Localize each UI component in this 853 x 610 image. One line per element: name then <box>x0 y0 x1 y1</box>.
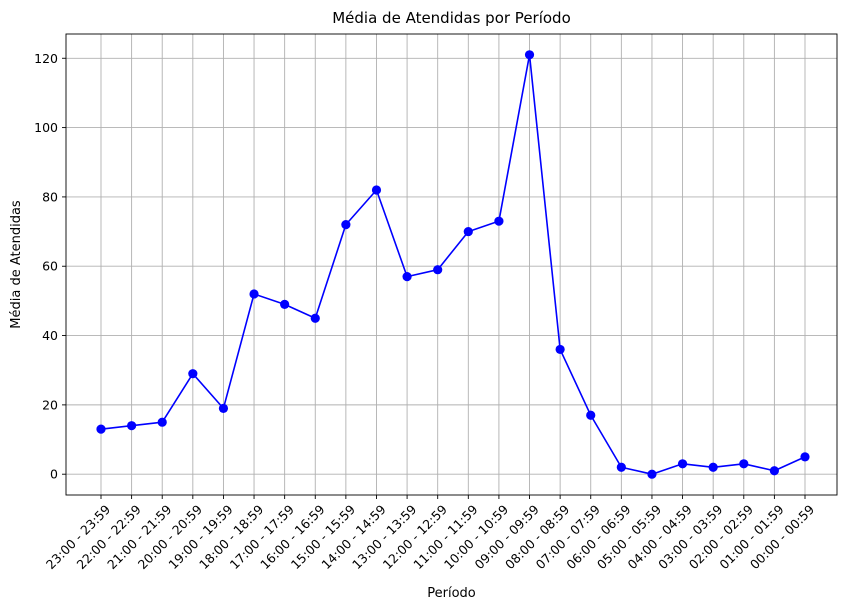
data-point <box>739 459 749 469</box>
chart-title: Média de Atendidas por Período <box>332 9 571 27</box>
y-tick-label: 60 <box>42 259 58 274</box>
y-tick-label: 80 <box>42 189 58 204</box>
data-point <box>371 185 382 195</box>
y-tick-label: 40 <box>42 328 58 343</box>
y-tick-label: 0 <box>50 467 58 482</box>
series <box>96 50 810 479</box>
data-point <box>616 462 626 472</box>
data-point <box>433 265 443 275</box>
data-point <box>402 272 412 282</box>
data-point <box>218 403 229 413</box>
data-point <box>96 424 106 434</box>
data-point <box>524 50 535 60</box>
y-tick-label: 100 <box>34 120 58 135</box>
data-point <box>586 410 596 420</box>
grid <box>66 34 837 495</box>
y-axis-label: Média de Atendidas <box>9 200 24 329</box>
data-point <box>677 459 688 469</box>
y-tick-label: 20 <box>42 397 58 412</box>
data-point <box>280 299 290 309</box>
data-point <box>341 220 351 230</box>
data-point <box>463 226 473 237</box>
plot-background <box>66 34 837 495</box>
x-axis-label: Período <box>427 586 476 601</box>
plot-frame <box>65 33 838 496</box>
data-point <box>647 469 657 479</box>
y-tick-label: 120 <box>34 51 58 66</box>
data-point <box>494 216 504 226</box>
data-point <box>769 466 779 476</box>
data-point <box>157 417 167 427</box>
data-point <box>127 421 137 431</box>
data-point <box>310 313 320 323</box>
data-point <box>249 289 259 299</box>
series-line <box>100 53 806 476</box>
data-point <box>555 344 565 355</box>
data-point <box>800 452 810 462</box>
data-point <box>188 369 198 379</box>
data-point <box>708 462 718 472</box>
